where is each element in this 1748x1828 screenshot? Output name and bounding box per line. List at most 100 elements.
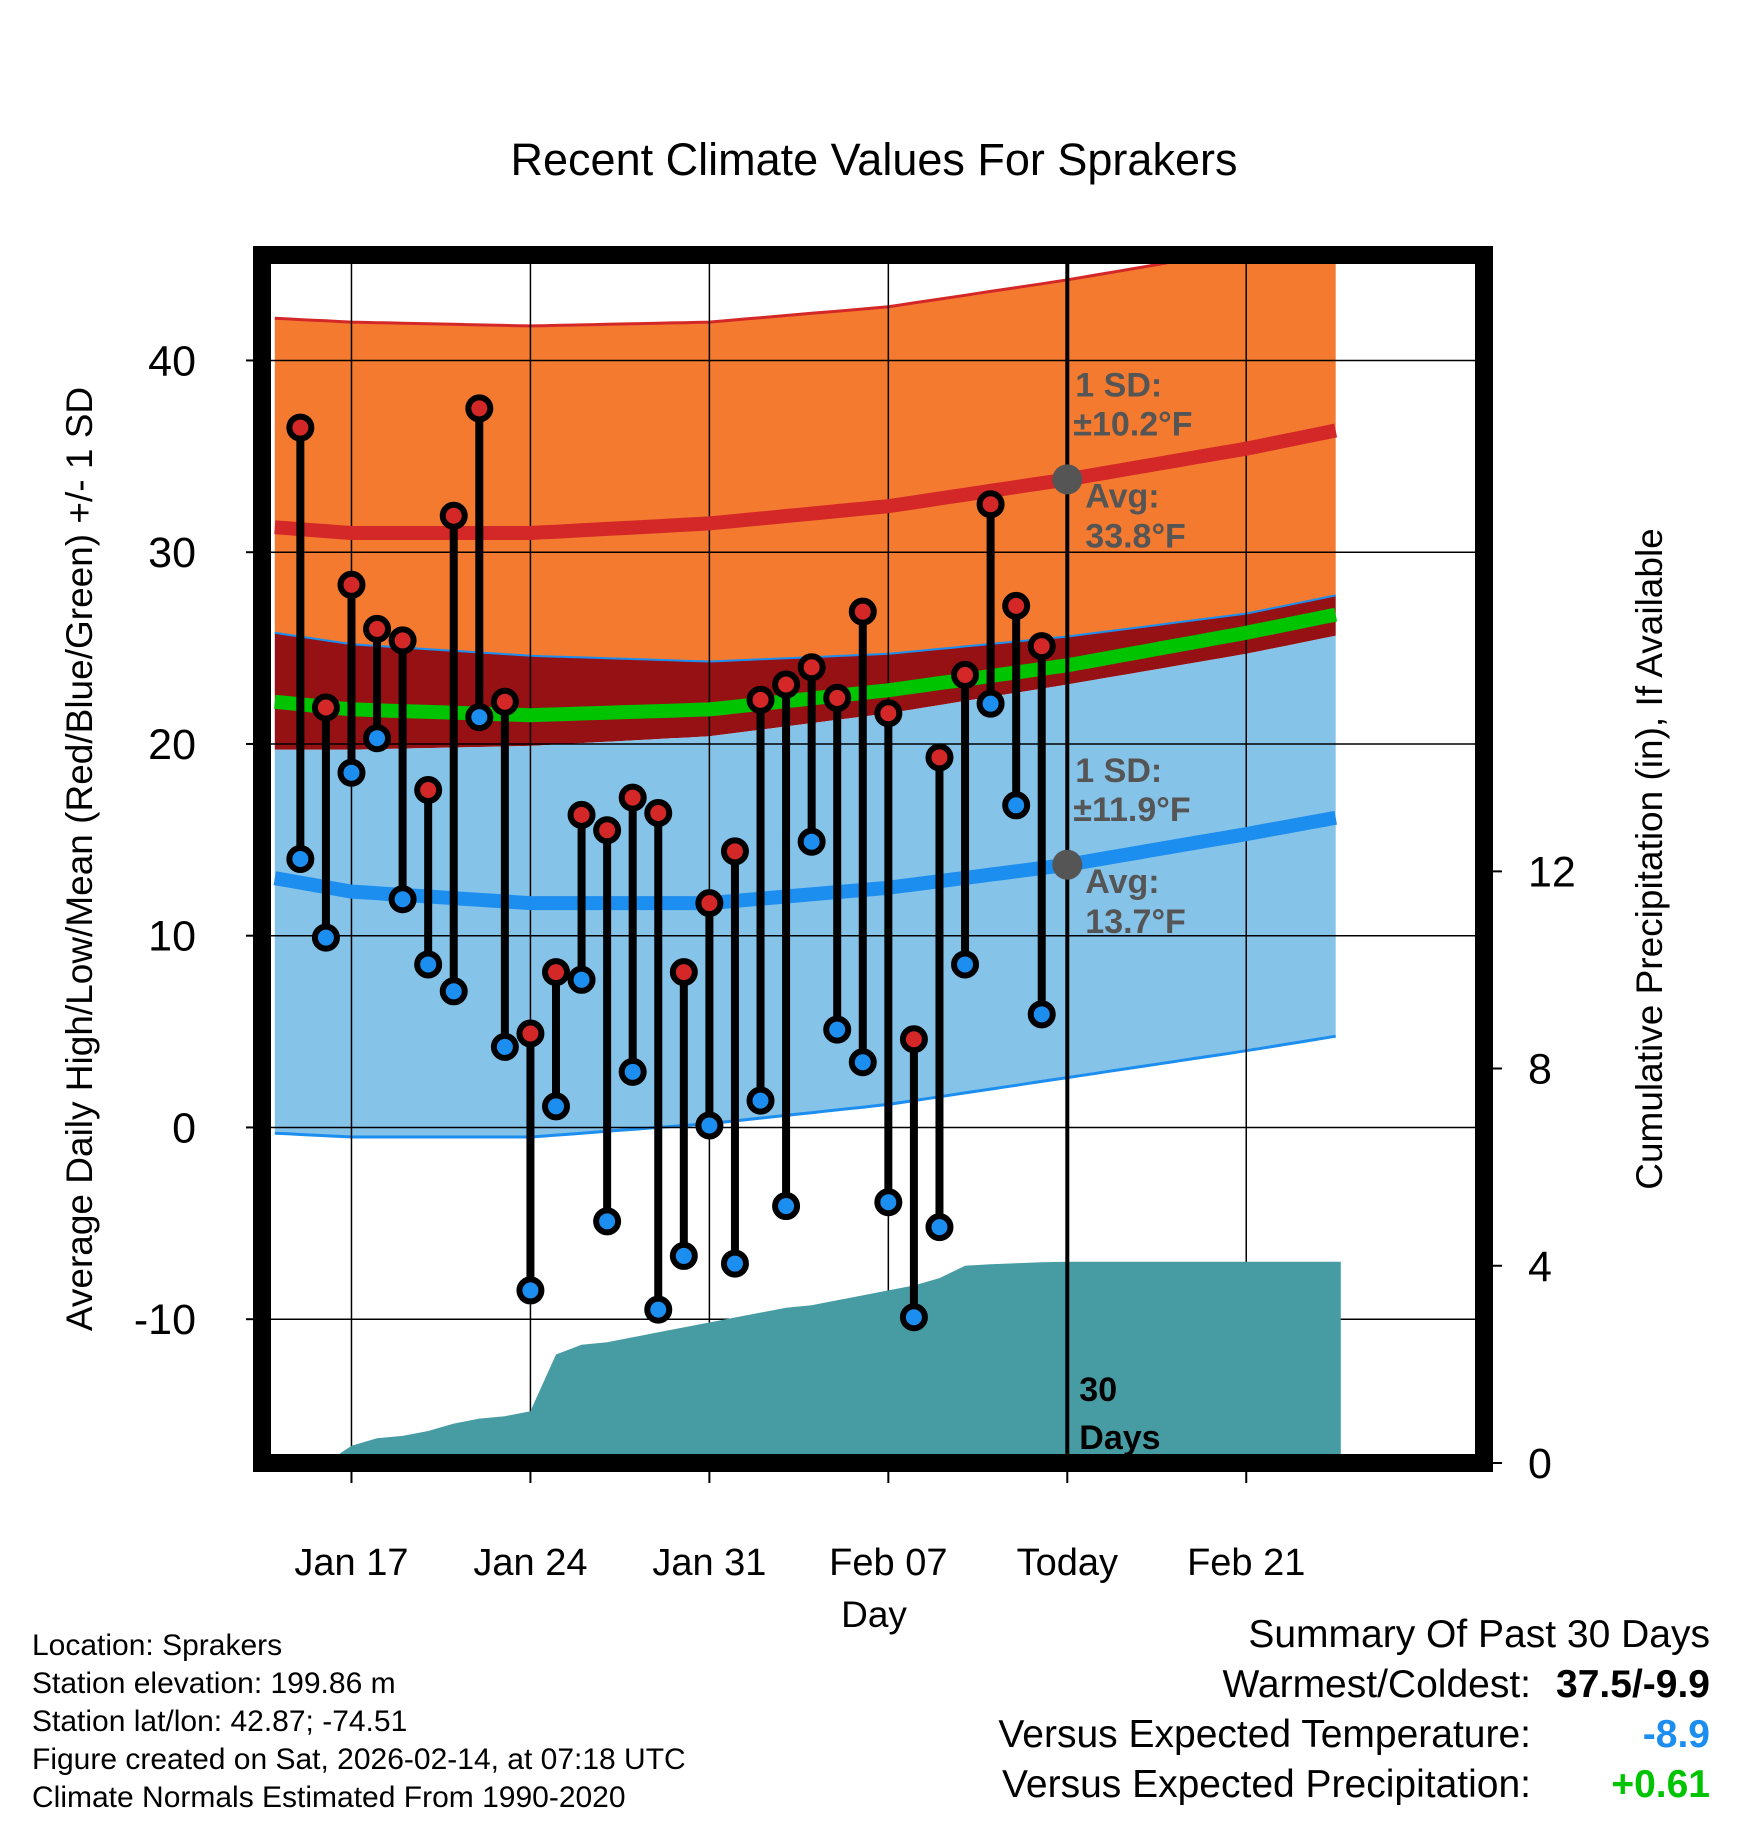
x-tick-label: Feb 07 (829, 1542, 947, 1584)
low-avg-value: 13.7°F (1085, 903, 1186, 941)
low-point (1027, 1000, 1056, 1029)
low-lower-edge (274, 1034, 1336, 1139)
high-point (899, 1025, 928, 1054)
low-point (593, 1207, 622, 1236)
info-created: Figure created on Sat, 2026-02-14, at 07… (32, 1743, 686, 1776)
station-info: Location: Sprakers Station elevation: 19… (32, 1627, 686, 1817)
low-point (490, 1032, 519, 1061)
high-point (951, 660, 980, 689)
summary-title: Summary Of Past 30 Days (1248, 1613, 1710, 1656)
high-point (465, 394, 494, 423)
y-tick-label: -10 (134, 1296, 196, 1344)
info-normals: Climate Normals Estimated From 1990-2020 (32, 1781, 626, 1814)
high-point (363, 614, 392, 643)
high-point (976, 490, 1005, 519)
summary-precip-label: Versus Expected Precipitation: (1002, 1763, 1531, 1806)
high-point (490, 687, 519, 716)
plot-frame (253, 246, 1493, 1472)
high-point (746, 685, 775, 714)
chart-title: Recent Climate Values For Sprakers (511, 134, 1238, 185)
low-point (669, 1241, 698, 1270)
high-avg-label: Avg: (1085, 477, 1159, 515)
high-point (695, 889, 724, 918)
y-tick-label: 10 (148, 913, 196, 961)
high-sd-band (274, 255, 1336, 662)
high-avg-value: 33.8°F (1085, 517, 1186, 555)
high-point (286, 413, 315, 442)
low-point (1002, 791, 1031, 820)
high-point (567, 800, 596, 829)
high-point (848, 597, 877, 626)
days-word-label: Days (1079, 1419, 1160, 1457)
low-sd-value: ±11.9°F (1073, 791, 1190, 829)
low-point (746, 1086, 775, 1115)
low-point (414, 950, 443, 979)
high-point (311, 693, 340, 722)
high-point (823, 683, 852, 712)
info-latlon: Station lat/lon: 42.87; -74.51 (32, 1705, 408, 1738)
low-point (976, 689, 1005, 718)
low-point (823, 1015, 852, 1044)
high-point (337, 570, 366, 599)
today-high-avg-marker (1052, 464, 1083, 495)
high-point (414, 775, 443, 804)
high-point (1027, 632, 1056, 661)
low-point (439, 977, 468, 1006)
low-point (797, 827, 826, 856)
low-point (720, 1249, 749, 1278)
x-tick-label: Jan 31 (652, 1542, 766, 1584)
today-low-avg-marker (1052, 849, 1083, 880)
low-point (311, 923, 340, 952)
low-point (286, 845, 315, 873)
y-tick-label: 0 (172, 1104, 196, 1152)
y-tick-label: 20 (148, 721, 196, 769)
summary-panel: Summary Of Past 30 Days Warmest/Coldest:… (998, 1610, 1710, 1810)
low-point (337, 758, 366, 787)
y2-tick-label: 12 (1528, 848, 1576, 896)
y-tick-label: 30 (148, 529, 196, 577)
summary-temp-value: -8.9 (1642, 1713, 1710, 1756)
high-point (618, 783, 647, 812)
low-point (899, 1303, 928, 1332)
low-point (951, 950, 980, 979)
high-point (797, 653, 826, 682)
y2-tick-label: 4 (1528, 1243, 1552, 1291)
high-point (541, 958, 570, 987)
y2-tick-label: 8 (1528, 1046, 1552, 1094)
y2-axis-label: Cumulative Precipitation (in), If Availa… (1629, 528, 1670, 1190)
low-point (772, 1192, 801, 1221)
low-point (516, 1276, 545, 1305)
summary-warmest-label: Warmest/Coldest: (1222, 1663, 1531, 1706)
low-point (925, 1213, 954, 1242)
y-axis-label: Average Daily High/Low/Mean (Red/Blue/Gr… (59, 387, 100, 1331)
summary-precip-row: Versus Expected Precipitation: +0.61 (998, 1760, 1710, 1810)
low-point (618, 1057, 647, 1086)
summary-temp-row: Versus Expected Temperature: -8.9 (998, 1710, 1710, 1760)
low-point (567, 965, 596, 994)
summary-temp-label: Versus Expected Temperature: (998, 1713, 1531, 1756)
high-point (644, 798, 673, 827)
summary-warmest-value: 37.5/-9.9 (1556, 1663, 1710, 1706)
days-count-label: 30 (1079, 1371, 1117, 1409)
high-point (388, 626, 417, 655)
low-point (644, 1295, 673, 1324)
high-point (874, 699, 903, 728)
high-point (593, 816, 622, 845)
low-point (874, 1188, 903, 1217)
low-point (695, 1111, 724, 1140)
high-point (720, 837, 749, 866)
low-point (363, 724, 392, 753)
high-point (772, 670, 801, 699)
low-sd-band (274, 635, 1336, 1137)
high-sd-value: ±10.2°F (1073, 405, 1192, 443)
x-axis-label: Day (841, 1594, 907, 1635)
summary-warmest-row: Warmest/Coldest: 37.5/-9.9 (998, 1660, 1710, 1710)
x-tick-label: Today (1017, 1542, 1118, 1584)
low-avg-label: Avg: (1085, 863, 1159, 901)
low-point (388, 885, 417, 914)
info-elevation: Station elevation: 199.86 m (32, 1667, 396, 1700)
y-tick-label: 40 (148, 337, 196, 385)
summary-precip-value: +0.61 (1611, 1763, 1710, 1806)
